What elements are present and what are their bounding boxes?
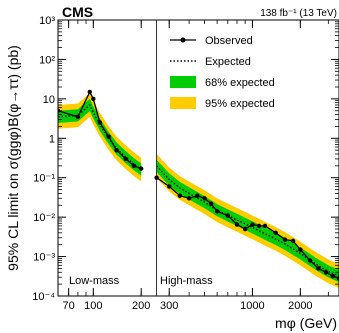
x-tick-label: 2000 bbox=[288, 300, 312, 312]
legend: Observed Expected 68% expected 95% expected bbox=[170, 35, 275, 110]
axes: 10⁻⁴ 10⁻³ 10⁻² 10⁻¹ 1 10 10² 10³ 70 100 200 300 1000… bbox=[32, 15, 339, 312]
observed-point bbox=[195, 193, 200, 198]
observed-point bbox=[225, 213, 230, 218]
observed-point bbox=[139, 166, 144, 171]
observed-point bbox=[242, 226, 248, 232]
y-tick-label: 10⁻² bbox=[33, 212, 55, 224]
observed-point bbox=[290, 238, 296, 244]
observed-point bbox=[87, 89, 92, 95]
region-label-high: High-mass bbox=[160, 275, 213, 287]
observed-point bbox=[177, 193, 183, 198]
y-tick-label: 10 bbox=[43, 94, 55, 106]
observed-point bbox=[97, 120, 103, 125]
y-tick-label: 10⁻³ bbox=[33, 252, 55, 264]
observed-point bbox=[186, 196, 192, 201]
observed-point bbox=[106, 134, 111, 139]
observed-point bbox=[234, 222, 240, 227]
observed-point bbox=[75, 114, 81, 120]
x-tick-label: 100 bbox=[84, 300, 102, 312]
legend-label: Expected bbox=[205, 56, 251, 68]
legend-entry-observed: Observed bbox=[170, 35, 253, 47]
legend-band95-swatch bbox=[170, 97, 196, 109]
observed-point bbox=[330, 273, 336, 279]
observed-point bbox=[208, 201, 214, 206]
observed-point bbox=[273, 230, 278, 236]
observed-point bbox=[214, 209, 220, 214]
x-axis-title: mφ (GeV) bbox=[275, 315, 337, 331]
x-tick-label: 300 bbox=[160, 300, 178, 312]
y-tick-label: 10⁻⁴ bbox=[32, 291, 55, 303]
observed-point bbox=[167, 184, 172, 189]
plot-frame bbox=[57, 19, 339, 297]
observed-point bbox=[114, 147, 119, 153]
legend-label: Observed bbox=[205, 35, 253, 47]
legend-entry-band68: 68% expected bbox=[170, 76, 275, 89]
y-axis-title: 95% CL limit on σ(ggφ)B(φ→ττ) (pb) bbox=[5, 45, 21, 271]
observed-point bbox=[307, 258, 313, 263]
observed-point bbox=[250, 222, 255, 227]
observed-point bbox=[91, 96, 96, 102]
observed-point bbox=[282, 237, 288, 242]
experiment-label: CMS bbox=[62, 4, 93, 20]
observed-point bbox=[316, 266, 321, 271]
y-tick-label: 1 bbox=[49, 133, 55, 145]
legend-label: 68% expected bbox=[205, 77, 275, 89]
x-tick-label: 70 bbox=[63, 300, 75, 312]
band-95-segment-0 bbox=[58, 93, 142, 182]
limit-lines bbox=[58, 89, 339, 281]
observed-point bbox=[131, 163, 137, 169]
observed-point bbox=[123, 156, 128, 162]
x-tick-label: 200 bbox=[132, 300, 150, 312]
legend-band68-swatch bbox=[170, 76, 196, 88]
legend-observed-marker bbox=[180, 37, 186, 43]
observed-line-segment-0 bbox=[58, 90, 142, 170]
observed-point bbox=[262, 223, 268, 229]
observed-point bbox=[323, 270, 329, 275]
legend-entry-expected: Expected bbox=[170, 56, 251, 68]
observed-point bbox=[256, 223, 262, 229]
y-tick-label: 10⁻¹ bbox=[33, 173, 55, 185]
luminosity-label: 138 fb⁻¹ (13 TeV) bbox=[260, 8, 337, 19]
y-tick-label: 10² bbox=[39, 54, 55, 66]
legend-entry-band95: 95% expected bbox=[170, 97, 275, 110]
y-tick-label: 10³ bbox=[39, 15, 55, 27]
x-tick-label: 1000 bbox=[240, 300, 264, 312]
observed-point bbox=[298, 247, 303, 252]
observed-point bbox=[202, 196, 207, 201]
legend-label: 95% expected bbox=[205, 98, 275, 110]
band-68-segment-1 bbox=[156, 159, 339, 283]
region-label-low: Low-mass bbox=[69, 275, 120, 287]
band-68-segment-0 bbox=[58, 98, 142, 176]
expected-line-segment-0 bbox=[58, 103, 142, 171]
